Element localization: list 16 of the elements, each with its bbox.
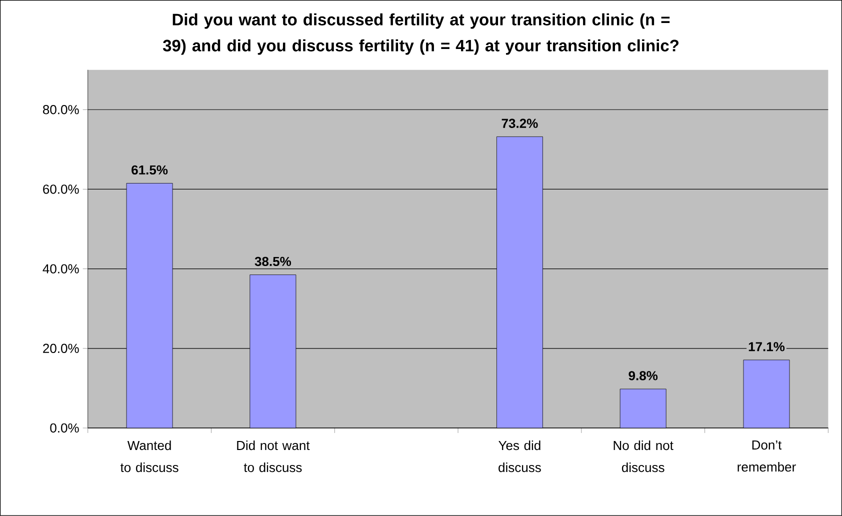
y-tick-label: 60.0% <box>43 184 79 194</box>
chart-title: Did you want to discussed fertility at your transition clinic (n = 39) and did you discuss fertility (n = 41) at your transition clinic? <box>162 13 678 55</box>
data-label: 38.5% <box>254 256 292 266</box>
data-label: 17.1% <box>748 342 785 352</box>
data-label: 73.2% <box>502 118 538 128</box>
x-tick-label: Yes did discuss <box>498 440 541 472</box>
data-label: 9.8% <box>628 371 658 380</box>
data-label: 61.5% <box>132 165 168 175</box>
x-tick-label: Don’t remember <box>738 440 796 472</box>
x-tick-label: No did not discuss <box>614 440 674 472</box>
y-tick-label: 80.0% <box>43 105 79 114</box>
y-tick-label: 0.0% <box>50 423 79 433</box>
y-tick-label: 40.0% <box>42 264 79 274</box>
x-tick-label: Wanted to discuss <box>120 440 178 472</box>
x-tick-label: Did not want to discuss <box>237 440 310 472</box>
y-tick-label: 20.0% <box>43 344 79 354</box>
